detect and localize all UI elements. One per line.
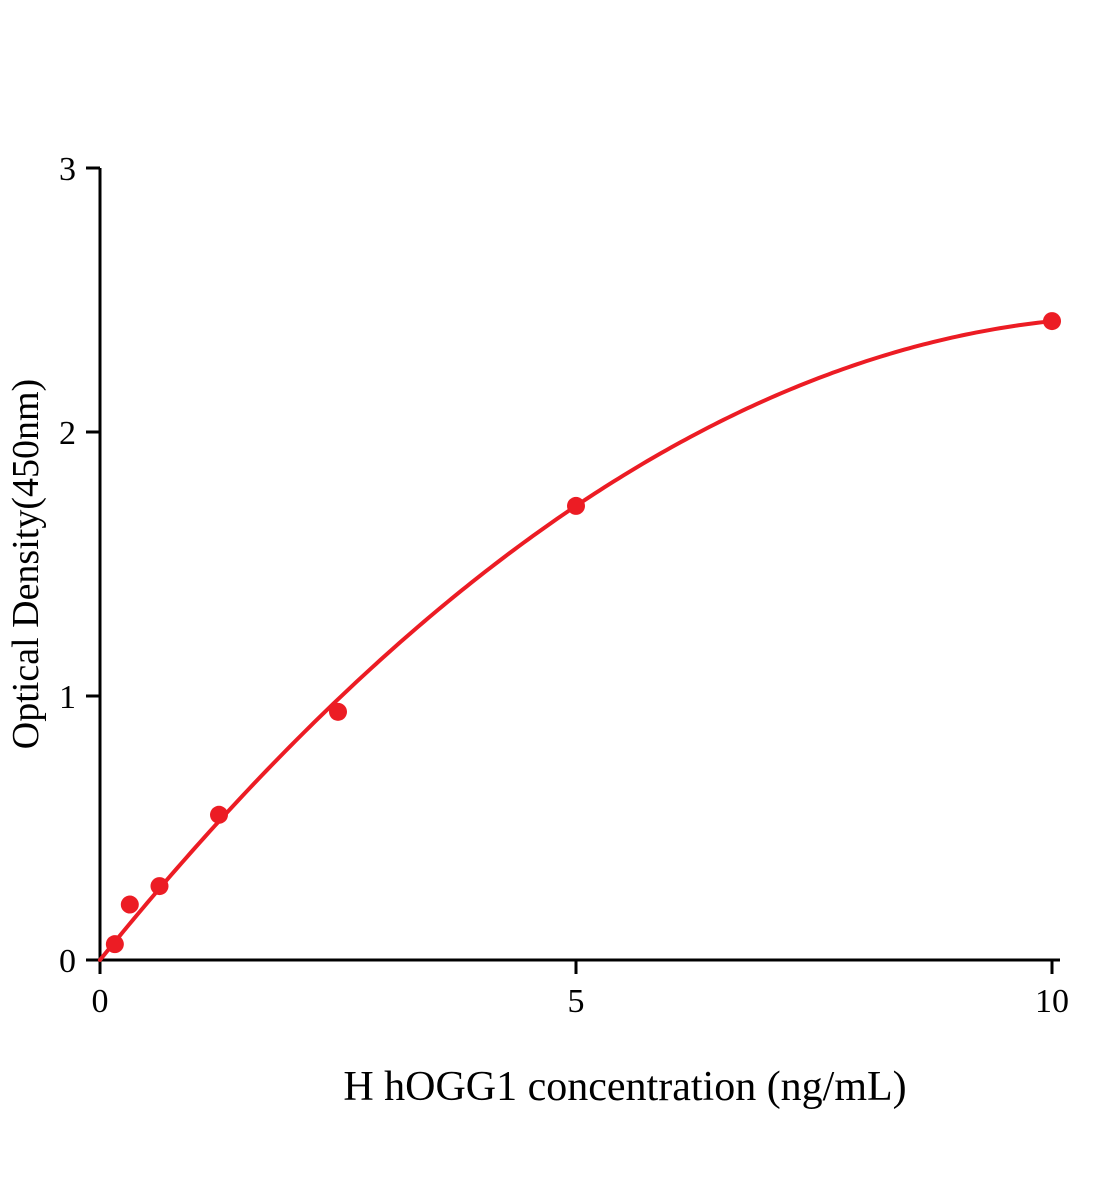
y-tick-label: 1	[59, 679, 76, 716]
standard-curve-path	[98, 319, 1054, 962]
x-tick-label: 5	[568, 983, 585, 1020]
y-tick-label: 2	[59, 415, 76, 452]
y-tick-label: 0	[59, 943, 76, 980]
data-points	[105, 312, 1061, 954]
data-point-marker	[329, 702, 347, 721]
data-point-marker	[567, 496, 585, 515]
data-point-marker	[1043, 312, 1061, 331]
y-tick-label: 3	[59, 151, 76, 188]
y-axis-title: Optical Density(450nm)	[5, 379, 47, 749]
data-point-marker	[120, 895, 139, 914]
axes: 0 1 2 3 0 5 10	[59, 151, 1069, 1020]
fit-curve	[98, 319, 1054, 962]
x-tick-label: 0	[92, 983, 109, 1020]
x-axis-title: H hOGG1 concentration (ng/mL)	[343, 1064, 906, 1110]
data-point-marker	[150, 877, 169, 896]
x-tick-label: 10	[1035, 983, 1069, 1020]
data-point-marker	[105, 935, 124, 954]
data-point-marker	[210, 805, 228, 824]
